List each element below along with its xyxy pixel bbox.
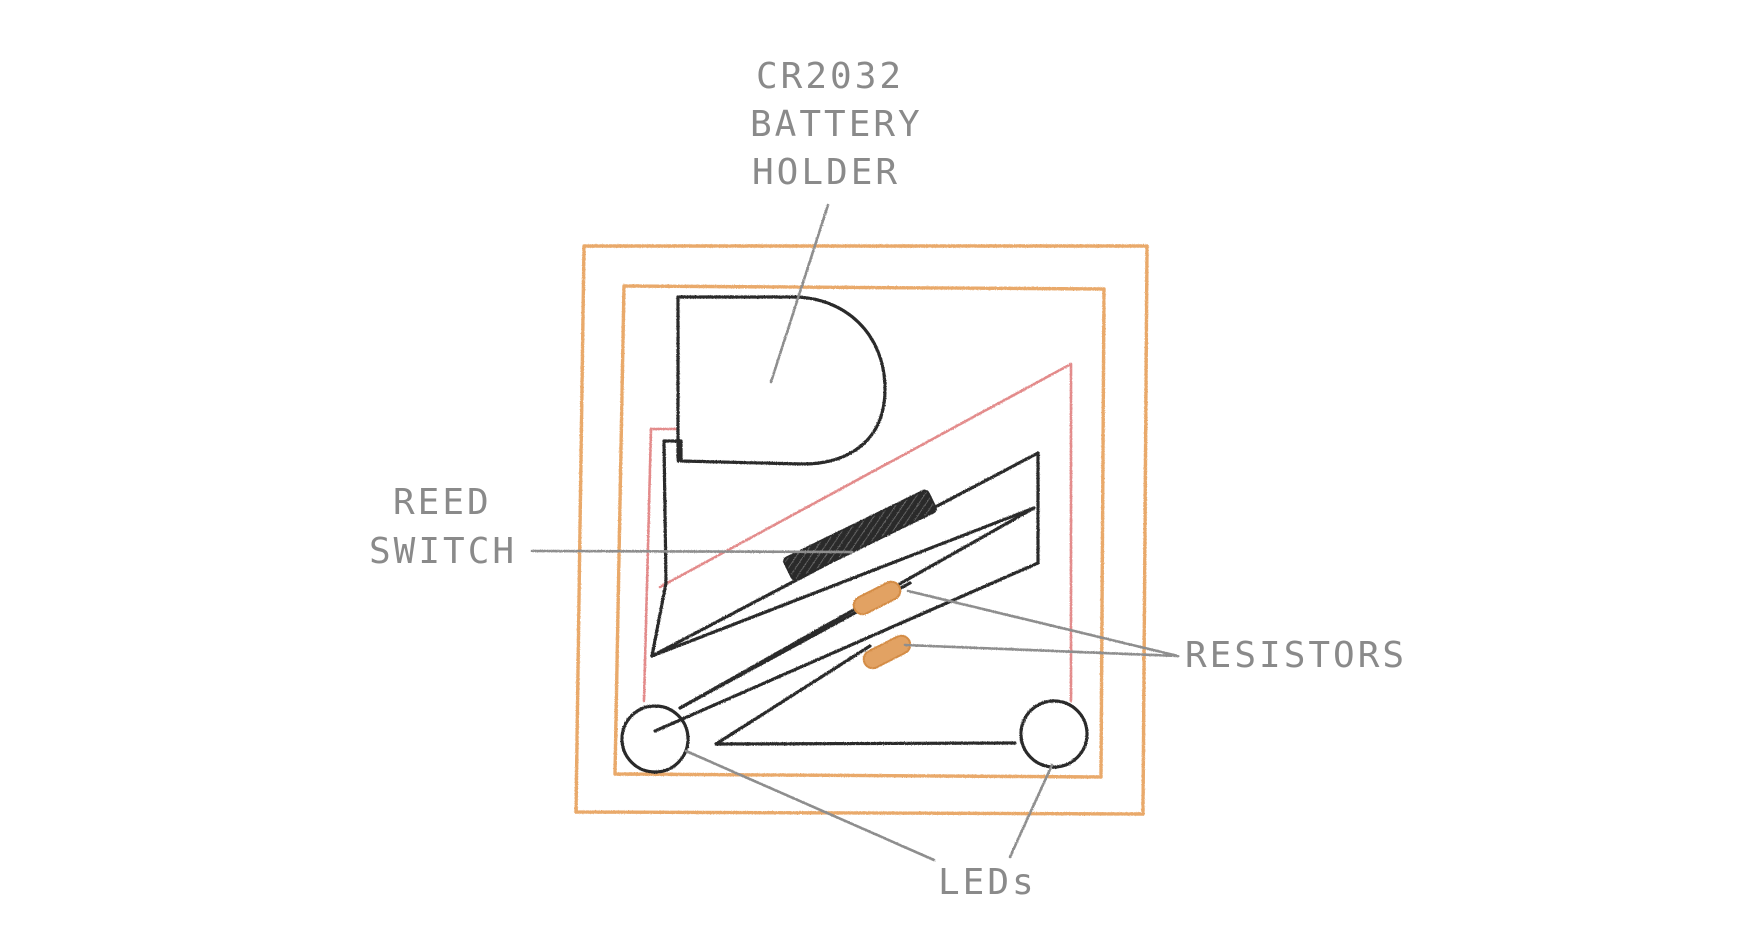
battery-holder-outline [650,295,887,658]
leds-label: LEDs [938,862,1037,903]
reed-switch-leader [530,549,854,554]
led-right [1019,699,1089,769]
resistors-leader-lower [903,643,1180,658]
resistor-wire-lower [714,644,872,746]
battery-holder-label-line1: CR2032 [756,56,904,97]
reed-switch [783,489,937,581]
led-wire-right [714,741,1017,746]
leds-leader-right [1008,763,1054,859]
led-left [620,704,690,774]
resistors-label: RESISTORS [1185,635,1407,676]
battery-holder-label-line3: HOLDER [752,152,900,193]
battery-holder-label-line2: BATTERY [750,104,923,145]
board-inner-outline [613,284,1106,779]
reed-switch-label-line2: SWITCH [369,531,517,572]
resistor-upper [852,580,902,616]
positive-trace [642,427,680,703]
battery-holder-leader [769,203,830,384]
leds-leader-left [684,749,936,862]
reed-switch-label-line1: REED [393,482,492,523]
resistors-leader-upper [906,589,1180,658]
resistor-lower [862,634,912,670]
board-outer-outline [574,244,1149,816]
positive-trace-top [658,362,1073,703]
reed-switch-wire-mid [650,506,1036,658]
